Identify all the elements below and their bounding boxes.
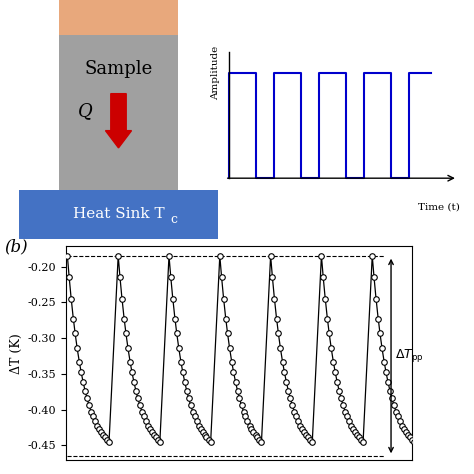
Text: Heat Sink T: Heat Sink T	[73, 208, 164, 221]
Text: Amplitude: Amplitude	[211, 46, 220, 100]
Text: Q: Q	[78, 102, 93, 120]
Y-axis label: ΔT (K): ΔT (K)	[9, 333, 22, 374]
Text: $\Delta T_{\rm pp}$: $\Delta T_{\rm pp}$	[395, 347, 424, 365]
FancyArrow shape	[106, 94, 132, 148]
Bar	[19, 190, 218, 239]
Bar	[59, 0, 178, 35]
Text: Sample: Sample	[84, 60, 153, 78]
Text: (b): (b)	[4, 238, 27, 255]
Text: c: c	[171, 213, 178, 226]
Text: Time (t): Time (t)	[418, 203, 460, 212]
Bar	[59, 0, 178, 192]
Bar	[59, 0, 178, 35]
